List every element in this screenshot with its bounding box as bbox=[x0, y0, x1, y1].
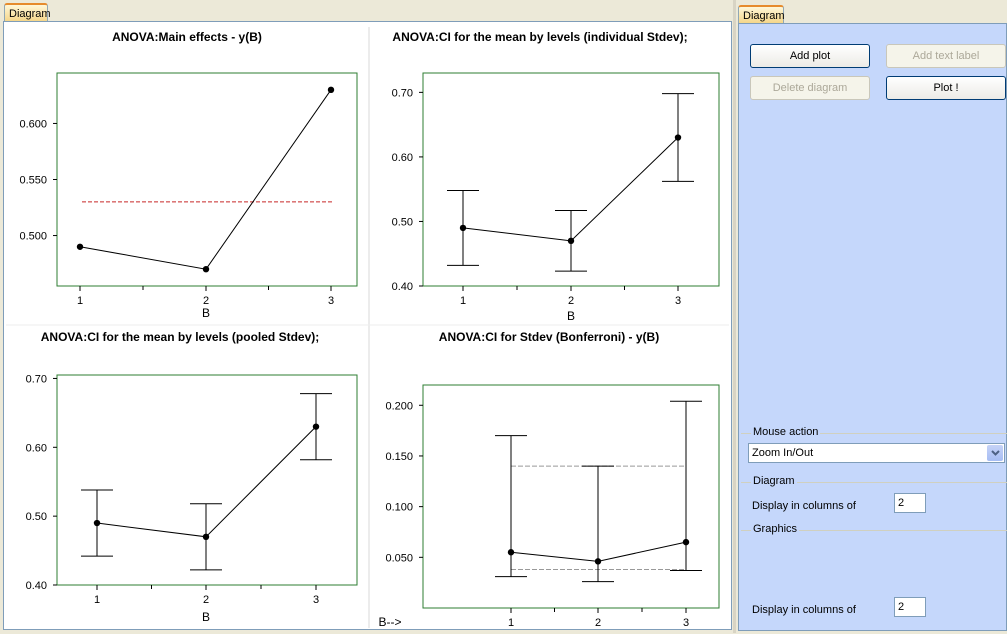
y-tick-label: 0.60 bbox=[26, 442, 47, 454]
chart-3: ANOVA:CI for the mean by levels (pooled … bbox=[26, 330, 358, 624]
y-tick-label: 0.100 bbox=[385, 502, 413, 514]
chart-title: ANOVA:CI for the mean by levels (individ… bbox=[392, 30, 687, 44]
x-tick-label: 1 bbox=[460, 295, 466, 307]
data-point bbox=[507, 549, 515, 556]
y-tick-label: 0.70 bbox=[392, 87, 413, 99]
chart-title: ANOVA:CI for the mean by levels (pooled … bbox=[41, 330, 319, 344]
x-tick-label: 2 bbox=[203, 594, 209, 606]
y-tick-label: 0.050 bbox=[385, 552, 413, 564]
y-tick-label: 0.200 bbox=[385, 400, 413, 412]
chart-4: ANOVA:CI for Stdev (Bonferroni) - y(B) 0.… bbox=[378, 330, 720, 629]
y-tick-label: 0.50 bbox=[26, 511, 47, 523]
tab-diagram-right[interactable]: Diagram bbox=[738, 5, 785, 23]
y-tick-label: 0.550 bbox=[19, 175, 47, 187]
x-axis-label: B bbox=[202, 306, 210, 320]
x-axis-label: B bbox=[567, 309, 575, 323]
diagram-group: Diagram Display in columns of 2 bbox=[741, 475, 1007, 523]
plot-area bbox=[422, 384, 720, 609]
data-point bbox=[76, 243, 84, 250]
diagram-panel: ANOVA:Main effects - y(B) 0.500 0.550 0.600… bbox=[3, 21, 732, 630]
graphics-group-label: Graphics bbox=[751, 523, 800, 535]
mouse-action-group: Mouse action bbox=[741, 426, 1007, 476]
x-tick-label: 1 bbox=[77, 295, 83, 307]
settings-panel: Add plot Add text label Delete diagram P… bbox=[738, 23, 1007, 631]
y-tick-label: 0.60 bbox=[392, 152, 413, 164]
plot-area bbox=[56, 72, 358, 287]
y-tick-label: 0.150 bbox=[385, 451, 413, 463]
graphics-columns-input[interactable]: 2 bbox=[894, 597, 926, 617]
x-tick-label: 2 bbox=[595, 617, 601, 629]
mouse-action-value: Zoom In/Out bbox=[752, 447, 814, 459]
diagram-group-label: Diagram bbox=[751, 475, 797, 487]
data-point bbox=[682, 538, 690, 546]
diagram-columns-input[interactable]: 2 bbox=[894, 493, 926, 513]
graphics-columns-label: Display in columns of bbox=[752, 604, 856, 616]
data-point bbox=[674, 134, 682, 141]
data-point bbox=[93, 519, 101, 527]
x-tick-label: 1 bbox=[94, 594, 100, 606]
chart-title: ANOVA:Main effects - y(B) bbox=[112, 30, 262, 44]
data-point bbox=[594, 558, 602, 565]
plot-button[interactable]: Plot ! bbox=[886, 76, 1006, 100]
y-tick-label: 0.50 bbox=[392, 216, 413, 228]
mouse-action-select[interactable]: Zoom In/Out bbox=[748, 443, 1005, 463]
data-point bbox=[459, 224, 467, 232]
y-tick-label: 0.600 bbox=[19, 118, 47, 130]
data-point bbox=[312, 423, 320, 430]
diagram-columns-label: Display in columns of bbox=[752, 500, 856, 512]
add-plot-button[interactable]: Add plot bbox=[750, 44, 870, 68]
data-point bbox=[202, 533, 210, 541]
add-text-label-button[interactable]: Add text label bbox=[886, 44, 1006, 68]
x-tick-label: 3 bbox=[683, 617, 689, 629]
x-tick-label: 3 bbox=[313, 594, 319, 606]
x-tick-label: 1 bbox=[508, 617, 514, 629]
data-point bbox=[327, 86, 335, 94]
plot-area bbox=[56, 374, 358, 586]
chart-2: ANOVA:CI for the mean by levels (individ… bbox=[392, 30, 720, 323]
graphics-group: Graphics Display in columns of 2 bbox=[741, 523, 1007, 631]
panel-splitter[interactable] bbox=[733, 0, 736, 633]
y-tick-label: 0.40 bbox=[392, 281, 413, 293]
delete-diagram-button[interactable]: Delete diagram bbox=[750, 76, 870, 100]
x-tick-label: 2 bbox=[568, 295, 574, 307]
chart-1: ANOVA:Main effects - y(B) 0.500 0.550 0.600… bbox=[19, 30, 358, 320]
chevron-down-icon[interactable] bbox=[987, 445, 1003, 461]
y-tick-label: 0.500 bbox=[19, 231, 47, 243]
y-tick-label: 0.40 bbox=[26, 580, 47, 592]
x-axis-label: B--> bbox=[378, 615, 401, 629]
y-tick-label: 0.70 bbox=[26, 373, 47, 385]
x-tick-label: 3 bbox=[675, 295, 681, 307]
tab-diagram-left[interactable]: Diagram bbox=[4, 3, 51, 21]
diagram-canvas: ANOVA:Main effects - y(B)0.5000.5500.600… bbox=[6, 27, 729, 629]
x-axis-label: B bbox=[202, 610, 210, 624]
x-tick-label: 2 bbox=[203, 295, 209, 307]
data-point bbox=[567, 237, 575, 245]
x-tick-label: 3 bbox=[328, 295, 334, 307]
mouse-action-label: Mouse action bbox=[751, 426, 821, 438]
data-point bbox=[202, 265, 210, 273]
chart-title: ANOVA:CI for Stdev (Bonferroni) - y(B) bbox=[439, 330, 659, 344]
